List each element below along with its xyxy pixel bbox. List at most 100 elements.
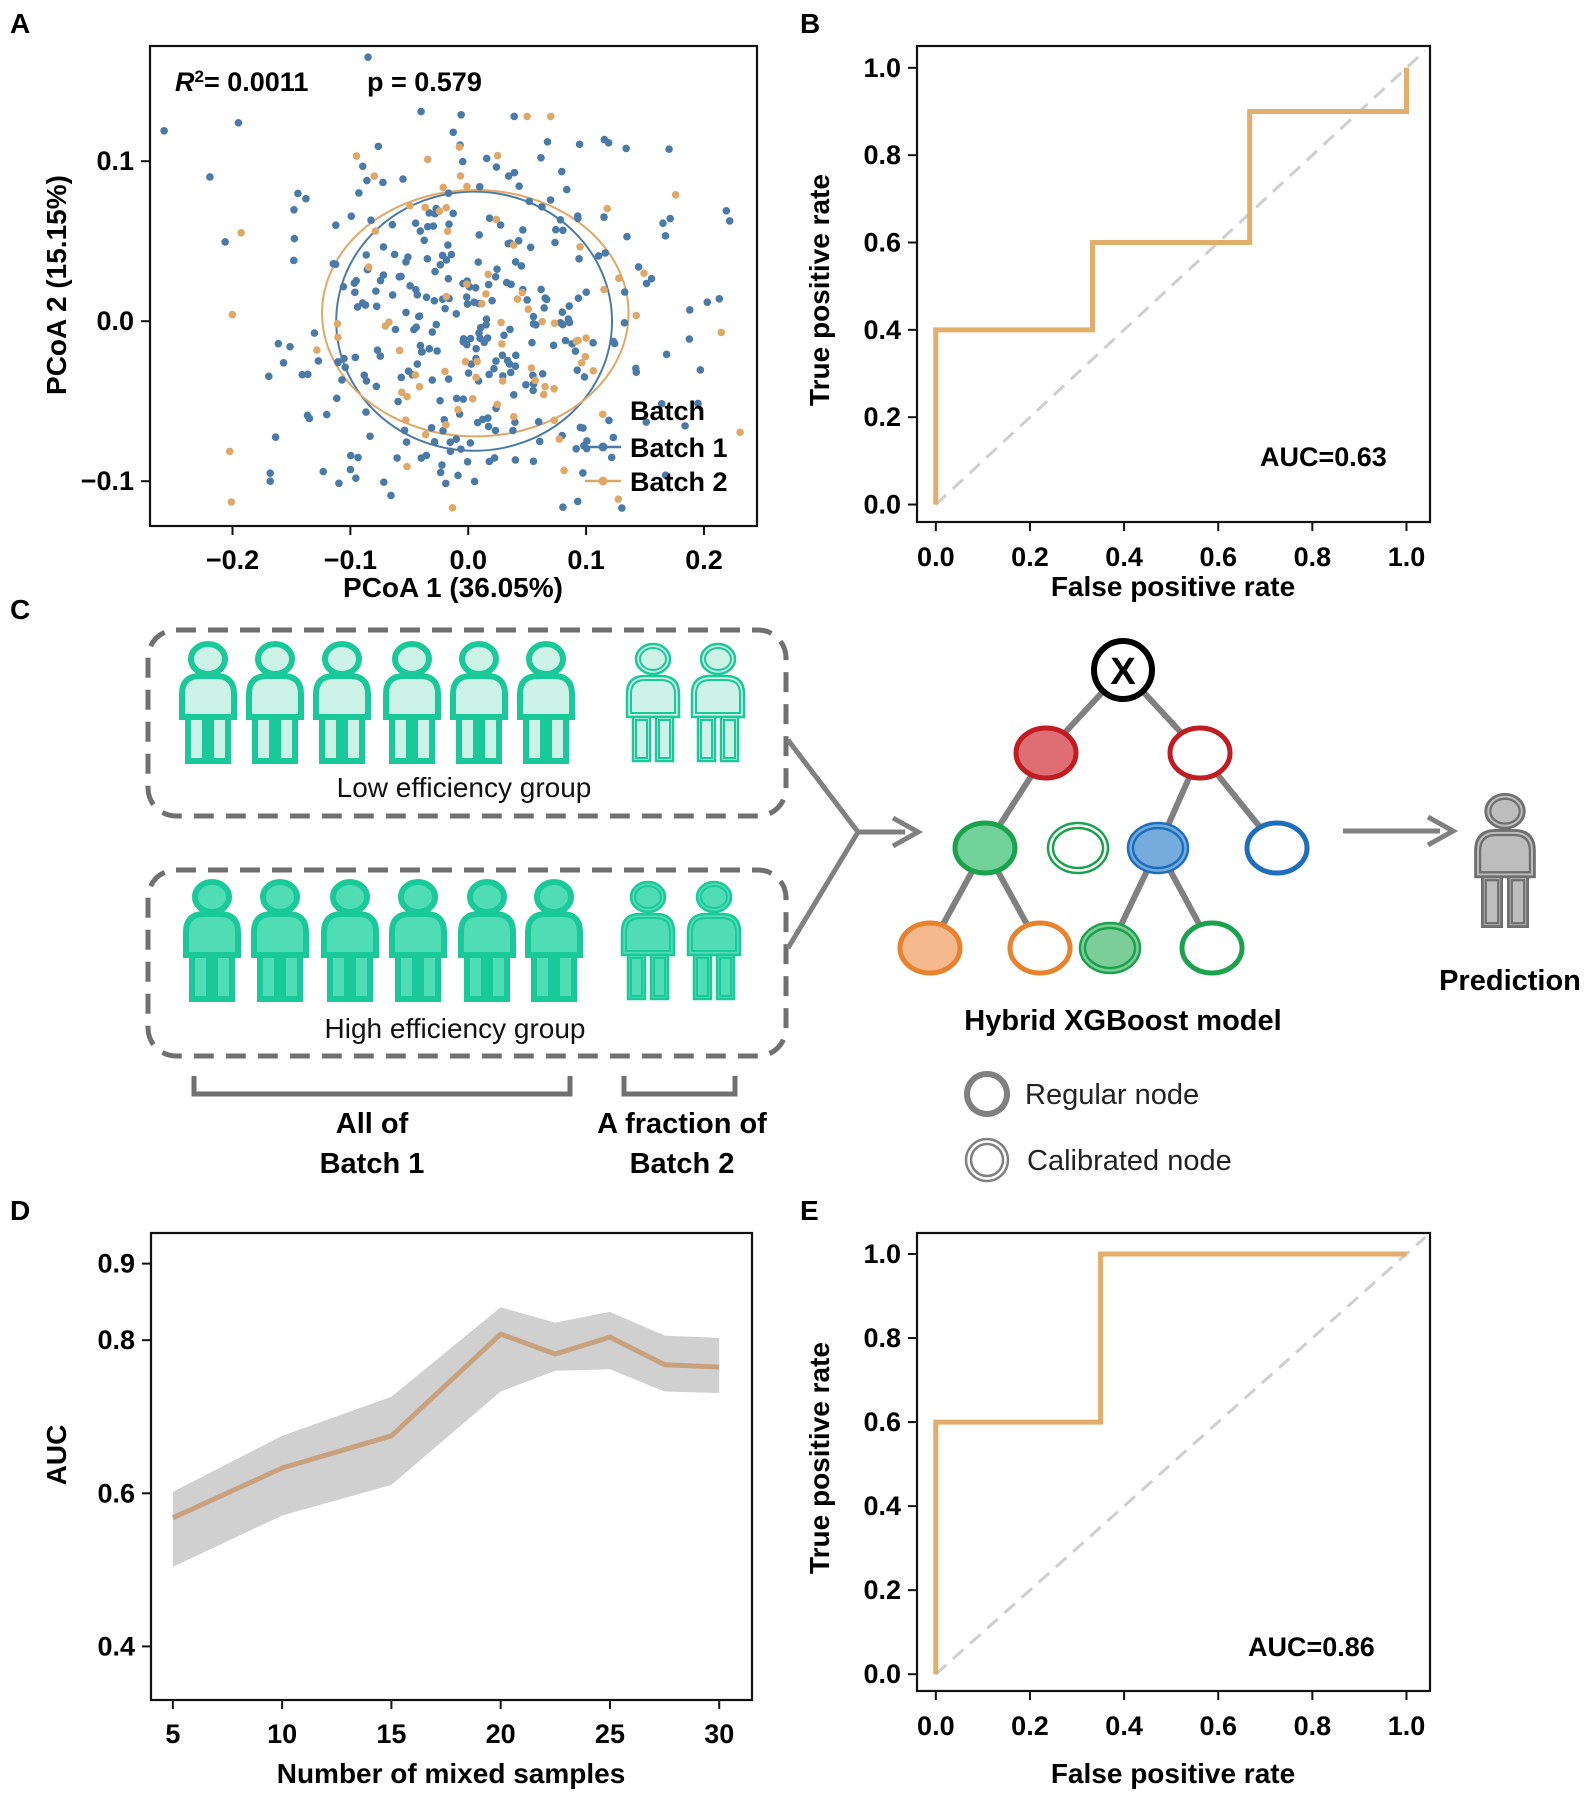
x-tick-label: 0.8 bbox=[1294, 1711, 1332, 1741]
data-point-batch1 bbox=[464, 369, 473, 377]
data-point-batch2 bbox=[555, 435, 564, 443]
person-head bbox=[255, 641, 295, 677]
data-point-batch1 bbox=[402, 438, 411, 446]
y-tick-label-d: 0.8 bbox=[97, 1325, 135, 1355]
data-point-batch1 bbox=[353, 303, 362, 311]
chance-diagonal-e bbox=[934, 1236, 1427, 1676]
data-point-batch1 bbox=[505, 360, 514, 368]
person-icon-batch2 bbox=[686, 880, 742, 1001]
data-point-batch1 bbox=[519, 226, 527, 234]
data-point-batch1 bbox=[504, 172, 513, 180]
data-point-batch1 bbox=[463, 340, 471, 349]
data-point-batch2 bbox=[550, 384, 558, 393]
low-efficiency-people bbox=[179, 641, 746, 764]
data-point-batch1 bbox=[607, 453, 616, 462]
data-point-batch2 bbox=[395, 346, 404, 355]
data-point-batch1 bbox=[447, 250, 456, 259]
root-node: X bbox=[1091, 638, 1155, 702]
tree-node-orange-filled bbox=[897, 920, 963, 976]
x-tick-label-d: 25 bbox=[595, 1719, 625, 1749]
data-point-outlier bbox=[622, 144, 630, 153]
data-point-batch1 bbox=[351, 288, 359, 297]
data-point-batch2 bbox=[468, 395, 477, 403]
person-icon-batch1 bbox=[517, 641, 575, 764]
data-point-outlier bbox=[457, 111, 465, 119]
calibrated-ring-inner bbox=[1083, 926, 1137, 970]
data-point-batch1 bbox=[579, 469, 587, 477]
data-point-batch2 bbox=[538, 317, 547, 326]
person-head bbox=[459, 641, 499, 677]
data-point-batch2 bbox=[509, 241, 518, 249]
y-tick-label-a: 0.0 bbox=[96, 306, 134, 336]
x-axis-label-b: False positive rate bbox=[1051, 571, 1295, 602]
data-point-batch1 bbox=[458, 157, 467, 166]
data-point-batch1 bbox=[346, 465, 355, 474]
person-head-inner bbox=[704, 647, 732, 671]
data-point-batch1 bbox=[642, 279, 651, 288]
roc-e-ticks: 0.0 0.0 0.2 0.2 0.4 0.4 0.6 0.6 0.8 0.8 1.0 1.0 bbox=[863, 1239, 1425, 1741]
high-efficiency-group-label: High efficiency group bbox=[325, 1013, 586, 1044]
p-value-annotation: p = 0.579 bbox=[367, 67, 482, 97]
data-point-batch1 bbox=[573, 212, 582, 220]
x-tick-label-a: 0.2 bbox=[685, 545, 723, 575]
data-point-batch1 bbox=[565, 302, 574, 310]
y-tick-label: 0.6 bbox=[863, 1407, 901, 1437]
auc-ticks: 5 10 15 20 25 30 0.4 0.6 0.8 0.9 bbox=[97, 1249, 734, 1749]
tree-node-green-calibrated bbox=[1046, 821, 1110, 875]
data-point-batch1 bbox=[529, 312, 538, 321]
y-tick-label-d: 0.4 bbox=[97, 1631, 135, 1661]
data-point-batch1 bbox=[347, 212, 356, 220]
person-right-leg bbox=[654, 715, 675, 763]
data-point-batch1 bbox=[583, 437, 591, 445]
person-right-leg-inner bbox=[723, 719, 736, 759]
x-tick-label-d: 5 bbox=[165, 1719, 180, 1749]
data-point-batch1 bbox=[662, 350, 671, 359]
r2-symbol: R bbox=[175, 67, 195, 97]
data-point-batch2 bbox=[443, 227, 452, 236]
person-left-leg bbox=[523, 714, 546, 764]
data-point-batch1 bbox=[413, 291, 422, 299]
data-point-batch1 bbox=[444, 375, 453, 383]
data-point-batch2 bbox=[615, 274, 623, 283]
legend-label-batch2: Batch 2 bbox=[630, 467, 728, 497]
data-point-batch1 bbox=[452, 310, 461, 318]
merge-arrow-head bbox=[891, 815, 924, 849]
y-axis-label-d: AUC bbox=[41, 1425, 72, 1486]
person-right-leg bbox=[719, 715, 740, 763]
data-point-batch1 bbox=[594, 252, 603, 260]
person-icon-batch1 bbox=[179, 641, 237, 764]
person-torso bbox=[625, 674, 681, 719]
y-tick-label: 0.0 bbox=[863, 1659, 901, 1689]
data-point-batch2 bbox=[640, 269, 648, 278]
data-point-batch1 bbox=[542, 295, 551, 304]
data-point-batch1 bbox=[659, 219, 667, 228]
data-point-batch1 bbox=[498, 351, 507, 360]
data-point-batch1 bbox=[537, 285, 545, 294]
data-point-batch1 bbox=[332, 221, 340, 229]
data-point-batch1 bbox=[279, 358, 288, 367]
person-icon-batch2 bbox=[625, 642, 681, 763]
y-tick-label-a: 0.1 bbox=[96, 146, 134, 176]
data-point-batch1 bbox=[484, 280, 493, 289]
data-point-batch1 bbox=[442, 256, 451, 264]
plot-frame-e bbox=[915, 1231, 1432, 1693]
panel-a: A −0.2 −0.1 0.0 0.1 0.2 −0.1 0.0 0.1 R2= 0.0011… bbox=[10, 8, 759, 603]
data-point-batch1 bbox=[600, 213, 608, 221]
data-point-batch1 bbox=[620, 319, 629, 327]
data-point-batch1 bbox=[601, 249, 610, 257]
data-point-batch1 bbox=[454, 471, 462, 480]
data-point-batch2 bbox=[352, 152, 361, 160]
person-right-leg bbox=[342, 714, 365, 764]
panel-d: D 5 10 15 20 25 30 0.4 0.6 0.8 0.9 Number of mixe… bbox=[10, 1195, 754, 1789]
data-point-batch1 bbox=[509, 391, 518, 399]
person-torso-inner bbox=[625, 917, 671, 952]
person-head-inner bbox=[634, 885, 662, 909]
data-point-batch1 bbox=[346, 451, 355, 460]
data-point-batch2 bbox=[574, 336, 582, 345]
data-point-batch2 bbox=[482, 290, 490, 298]
data-point-batch2 bbox=[313, 346, 321, 354]
data-point-batch1 bbox=[557, 167, 566, 176]
data-point-batch1 bbox=[642, 418, 651, 426]
x-tick-label: 0.6 bbox=[1199, 542, 1237, 572]
data-point-batch1 bbox=[305, 414, 314, 423]
